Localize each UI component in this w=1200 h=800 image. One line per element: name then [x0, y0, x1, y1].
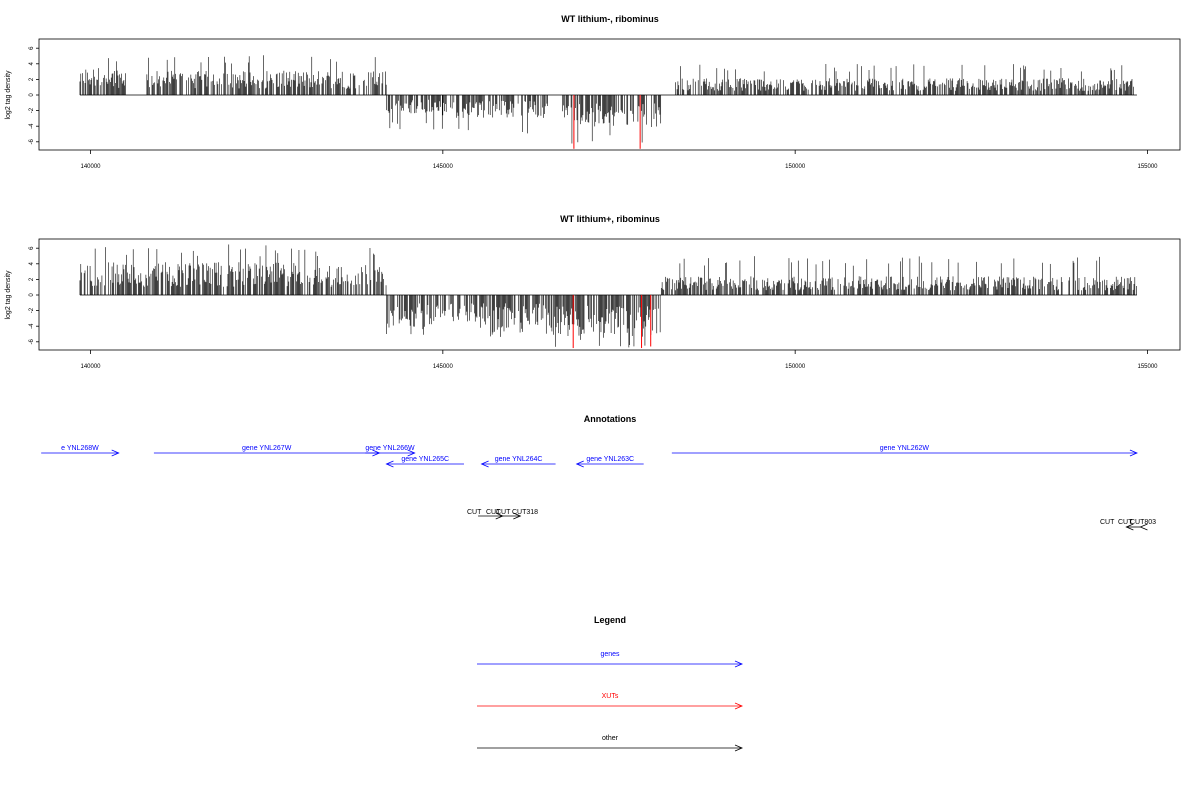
- gene-arrow: [41, 449, 120, 457]
- gene-arrow: [365, 449, 416, 457]
- legend-arrow: [477, 660, 744, 668]
- y-axis-label: log2 tag density: [5, 270, 12, 320]
- y-tick-label: 6: [29, 246, 35, 250]
- y-tick-label: -6: [29, 338, 35, 344]
- gene-annotations: e YNL268W gene YNL267W gene YNL266W gene YN…: [41, 445, 1138, 468]
- y-tick-label: 6: [29, 46, 35, 50]
- y-tick-label: 2: [29, 277, 35, 281]
- legend-label: other: [602, 735, 619, 742]
- x-tick-label: 145000: [433, 364, 454, 370]
- other-annotation-labels: CUT CUT CUT CUT318 CUT CUT CUT803: [467, 509, 1156, 526]
- gene-label: gene YNL265C: [401, 456, 449, 463]
- y-tick-label: 0: [29, 93, 35, 97]
- legend-title: Legend: [594, 615, 626, 625]
- annotations-title: Annotations: [584, 414, 637, 424]
- x-tick-label: 145000: [433, 164, 454, 170]
- legend-arrow: [477, 702, 744, 710]
- x-tick-label: 140000: [80, 164, 101, 170]
- y-tick-label: -4: [29, 123, 35, 129]
- panel-title: WT lithium+, ribominus: [560, 214, 660, 224]
- cut803-label: CUT803: [1130, 519, 1156, 526]
- x-tick-label: 140000: [80, 364, 101, 370]
- gene-arrow: [480, 460, 556, 468]
- gene-label: gene YNL266W: [365, 445, 415, 452]
- other-arrow: [1139, 523, 1148, 531]
- cut-label: CUT: [496, 509, 511, 516]
- other-arrow: [1125, 523, 1140, 531]
- x-axis: 140000 145000 150000 155000: [80, 350, 1158, 370]
- legend-items: genes XUTs other: [477, 651, 744, 752]
- cut318-label: CUT318: [512, 509, 538, 516]
- density-bars: [79, 55, 1137, 149]
- y-tick-label: 4: [29, 261, 35, 265]
- x-tick-label: 150000: [785, 364, 806, 370]
- cut-label: CUT: [1100, 519, 1115, 526]
- y-tick-label: -4: [29, 323, 35, 329]
- y-tick-label: -2: [29, 107, 35, 113]
- legend: Legend genes XUTs other: [477, 615, 744, 752]
- x-tick-label: 150000: [785, 164, 806, 170]
- cut-label: CUT: [1118, 519, 1133, 526]
- annotations-track: Annotations e YNL268W gene YNL267W gene YN…: [41, 414, 1156, 531]
- y-axis: -6 -4 -2 0 2 4 6: [29, 46, 39, 144]
- y-axis-label: log2 tag density: [5, 70, 12, 120]
- x-axis: 140000 145000 150000 155000: [80, 150, 1158, 170]
- gene-arrow: [575, 460, 644, 468]
- legend-label: genes: [600, 651, 620, 658]
- x-tick-label: 155000: [1137, 164, 1158, 170]
- other-arrow: [499, 512, 522, 520]
- cut-label: CUT: [467, 509, 482, 516]
- y-tick-label: 4: [29, 61, 35, 65]
- gene-label: gene YNL263C: [586, 456, 634, 463]
- gene-label: gene YNL264C: [495, 456, 543, 463]
- y-tick-label: -2: [29, 307, 35, 313]
- cut-label: CUT: [486, 509, 501, 516]
- x-tick-label: 155000: [1137, 364, 1158, 370]
- y-axis: -6 -4 -2 0 2 4 6: [29, 246, 39, 344]
- panel-lithium-minus: WT lithium-, ribominus log2 tag density …: [5, 14, 1181, 170]
- legend-label: XUTs: [602, 693, 619, 700]
- gene-arrow: [671, 449, 1138, 457]
- legend-arrow: [477, 744, 744, 752]
- gene-label: e YNL268W: [61, 445, 99, 452]
- panel-lithium-plus: WT lithium+, ribominus log2 tag density …: [5, 214, 1181, 370]
- plot-frame: [38, 238, 1181, 351]
- plot-frame: [38, 38, 1181, 151]
- gene-arrow: [385, 460, 464, 468]
- gene-label: gene YNL267W: [242, 445, 292, 452]
- density-bars: [79, 244, 1137, 349]
- y-tick-label: -6: [29, 138, 35, 144]
- y-tick-label: 0: [29, 293, 35, 297]
- y-tick-label: 2: [29, 77, 35, 81]
- other-annotations: [478, 512, 1148, 531]
- panel-title: WT lithium-, ribominus: [561, 14, 659, 24]
- gene-label: gene YNL262W: [880, 445, 930, 452]
